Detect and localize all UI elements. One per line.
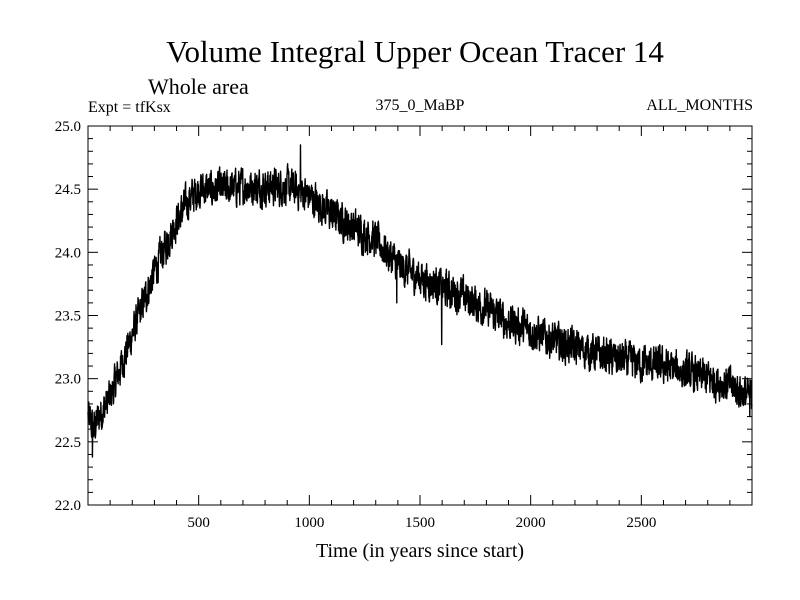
- x-tick-label: 2000: [516, 515, 546, 531]
- period-label: 375_0_MaBP: [376, 97, 465, 114]
- x-tick-label: 1500: [405, 515, 435, 531]
- x-tick-label: 2500: [626, 515, 656, 531]
- y-tick-label: 25.0: [55, 119, 81, 135]
- x-tick-label: 1000: [294, 515, 324, 531]
- y-tick-label: 23.0: [55, 372, 81, 388]
- y-tick-label: 22.5: [55, 435, 81, 451]
- y-tick-label: 24.0: [55, 245, 81, 261]
- series-line: [87, 144, 753, 458]
- x-axis-label: Time (in years since start): [316, 540, 524, 562]
- x-tick-label: 500: [187, 515, 210, 531]
- y-tick-label: 22.0: [55, 498, 81, 514]
- plot-frame: [87, 125, 753, 506]
- y-tick-label: 24.5: [55, 182, 81, 198]
- experiment-label: Expt = tfKsx: [88, 99, 171, 116]
- chart-subtitle: Whole area: [148, 74, 249, 99]
- series-layer: [87, 144, 753, 458]
- months-label: ALL_MONTHS: [646, 97, 753, 114]
- axis-ticks: 500 1000 1500 2000 2500 22.0 22.5 23.0 23.5 24.0 2…: [55, 119, 752, 531]
- chart-title: Volume Integral Upper Ocean Tracer 14: [166, 34, 664, 69]
- y-tick-label: 23.5: [55, 309, 81, 325]
